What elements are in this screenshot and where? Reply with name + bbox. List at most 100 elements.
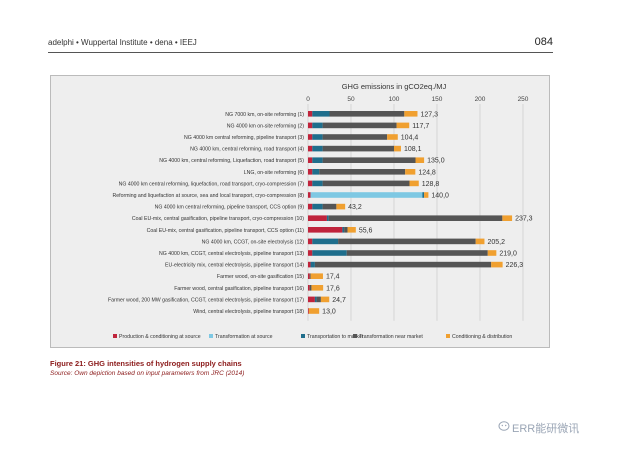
bar-segment bbox=[322, 122, 397, 129]
bar-segment bbox=[329, 111, 405, 117]
bar-segment bbox=[309, 273, 311, 279]
bar-segment bbox=[308, 250, 313, 256]
category-label: Farmer wood, central gasification, pipel… bbox=[174, 286, 304, 292]
total-label: 124,8 bbox=[418, 169, 436, 176]
bar-segment bbox=[396, 122, 410, 129]
page-header: adelphi • Wuppertal Institute • dena • I… bbox=[48, 36, 553, 53]
category-label: NG 7000 km, on-site reforming (1) bbox=[225, 112, 304, 118]
category-label: NG 4000 km, central reforming, Liquefact… bbox=[159, 158, 304, 164]
bar-segment bbox=[322, 203, 337, 210]
bar-segment bbox=[308, 180, 313, 187]
total-label: 108,1 bbox=[404, 146, 422, 153]
legend-label: Transportation to market bbox=[307, 334, 364, 340]
total-label: 24,7 bbox=[332, 297, 346, 304]
bar-segment bbox=[347, 227, 356, 233]
bar-segment bbox=[308, 296, 315, 303]
x-tick-label: 150 bbox=[432, 96, 443, 103]
total-label: 226,3 bbox=[506, 262, 524, 269]
bar-segment bbox=[394, 145, 401, 152]
bar-segment bbox=[308, 145, 313, 152]
category-label: Farmer wood, on-site gasification (15) bbox=[217, 274, 304, 280]
bar-segment bbox=[422, 192, 425, 198]
bar-segment bbox=[344, 227, 348, 233]
chart-frame: GHG emissions in gCO2eq./MJ 0 50 100 150 200 2… bbox=[50, 75, 550, 348]
bar-segment bbox=[312, 250, 347, 256]
category-label: NG 4000 km central reforming, liquefacti… bbox=[119, 181, 305, 187]
category-label: NG 4000 km central reforming, pipeline t… bbox=[155, 205, 305, 211]
bar-segment bbox=[308, 227, 343, 233]
bar-segment bbox=[322, 145, 394, 152]
bar-segment bbox=[308, 273, 310, 279]
bar-segment bbox=[502, 215, 513, 221]
total-label: 55,6 bbox=[359, 227, 373, 234]
total-label: 17,6 bbox=[326, 285, 340, 292]
bar-segment bbox=[308, 134, 313, 140]
bar-segment bbox=[308, 308, 309, 314]
category-label: LNG, on-site reforming (6) bbox=[244, 170, 305, 176]
total-label: 17,4 bbox=[326, 274, 340, 281]
total-label: 237,3 bbox=[515, 216, 533, 223]
legend-swatch bbox=[301, 334, 305, 338]
x-tick-label: 250 bbox=[518, 96, 529, 103]
bar-segment bbox=[308, 261, 311, 268]
bar-segment bbox=[312, 203, 323, 210]
ghg-chart: GHG emissions in gCO2eq./MJ 0 50 100 150 200 2… bbox=[108, 82, 533, 340]
bar-segment bbox=[314, 261, 492, 268]
total-label: 135,0 bbox=[427, 158, 445, 165]
bar-segment bbox=[320, 296, 330, 303]
total-label: 127,3 bbox=[420, 111, 438, 118]
bar-segment bbox=[310, 192, 423, 198]
legend-swatch bbox=[113, 334, 117, 338]
bar-segment bbox=[308, 157, 313, 163]
bar-segment bbox=[322, 157, 416, 163]
category-label: NG 4000 km, central reforming, road tran… bbox=[190, 147, 304, 153]
legend-swatch bbox=[209, 334, 213, 338]
figure-source: Source: Own depiction based on input par… bbox=[50, 370, 245, 377]
x-tick-label: 0 bbox=[306, 96, 310, 103]
bar-segment bbox=[309, 285, 312, 291]
bar-segment bbox=[487, 250, 497, 256]
bar-segment bbox=[312, 169, 320, 175]
total-label: 219,0 bbox=[499, 251, 517, 258]
bar-segment bbox=[491, 261, 503, 268]
bar-segment bbox=[322, 180, 410, 187]
category-label: EU-electricity mix, central electrolysis… bbox=[165, 263, 304, 269]
wechat-icon bbox=[498, 421, 510, 431]
total-label: 43,2 bbox=[348, 204, 362, 211]
bar-segment bbox=[308, 215, 327, 221]
bar-segment bbox=[312, 122, 323, 129]
legend-label: Conditioning & distribution bbox=[452, 334, 512, 340]
total-label: 128,8 bbox=[422, 181, 440, 188]
bar-segment bbox=[308, 285, 310, 291]
bar-segment bbox=[316, 296, 321, 303]
bar-segment bbox=[424, 192, 429, 198]
category-label: NG 4000 km, CCGT, central electrolysis, … bbox=[159, 251, 304, 257]
bar-segment bbox=[322, 134, 388, 140]
bar-segment bbox=[404, 111, 418, 117]
total-label: 117,7 bbox=[412, 123, 429, 130]
watermark-text: ERR能研微讯 bbox=[512, 423, 580, 435]
total-label: 104,4 bbox=[401, 135, 419, 142]
bar-segment bbox=[308, 192, 311, 198]
bar-segment bbox=[308, 238, 313, 245]
bar-segment bbox=[415, 157, 425, 163]
total-label: 13,0 bbox=[322, 309, 336, 316]
category-label: Coal EU-mix, central gasification, pipel… bbox=[147, 228, 305, 234]
bar-segment bbox=[312, 157, 323, 163]
bar-segment bbox=[310, 273, 323, 279]
bar-segment bbox=[308, 203, 313, 210]
category-label: NG 4000 km central reforming, pipeline t… bbox=[184, 135, 304, 141]
bar-segment bbox=[387, 134, 398, 140]
bar-segment bbox=[308, 122, 313, 129]
bar-segment bbox=[312, 145, 323, 152]
bar-segment bbox=[310, 261, 315, 268]
bar-segment bbox=[326, 215, 329, 221]
total-label: 205,2 bbox=[487, 239, 505, 246]
bar-segment bbox=[311, 285, 324, 291]
category-label: NG 4000 km on-site reforming (2) bbox=[227, 123, 305, 129]
bar-segment bbox=[308, 111, 313, 117]
bar-segment bbox=[475, 238, 485, 245]
category-label: Wind, central electrolysis, pipeline tra… bbox=[193, 309, 304, 315]
bar-segment bbox=[308, 308, 320, 314]
bar-segment bbox=[312, 238, 339, 245]
